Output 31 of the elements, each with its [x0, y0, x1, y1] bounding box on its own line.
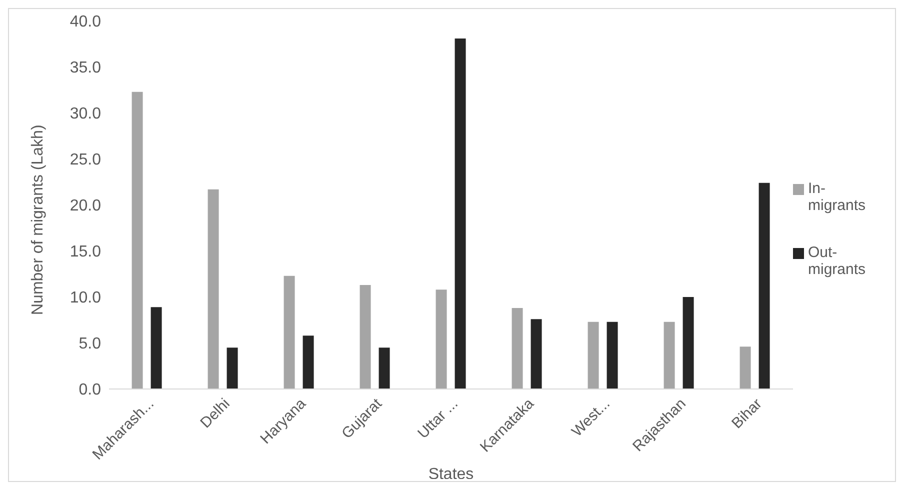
- bar: [588, 322, 599, 389]
- bar: [664, 322, 675, 389]
- bar: [530, 319, 542, 389]
- y-tick-label: 15.0: [70, 244, 102, 261]
- y-tick-label: 20.0: [70, 198, 102, 215]
- bar: [360, 285, 371, 389]
- bar: [740, 346, 751, 389]
- bar: [512, 308, 523, 389]
- bar: [132, 92, 143, 389]
- y-tick-label: 5.0: [78, 336, 102, 353]
- y-tick-label: 25.0: [70, 152, 102, 169]
- bar: [436, 290, 447, 389]
- legend-label: In-migrants: [808, 180, 866, 214]
- y-tick-label: 10.0: [70, 290, 102, 307]
- bar: [284, 276, 295, 389]
- bar: [208, 189, 219, 389]
- bar: [302, 336, 314, 389]
- bar: [150, 307, 162, 389]
- legend-label: Out-migrants: [808, 244, 866, 278]
- bar: [378, 348, 390, 389]
- bar: [454, 38, 466, 389]
- y-axis-title: Number of migrants (Lakh): [30, 124, 47, 315]
- bar: [758, 182, 770, 389]
- x-axis-title: States: [428, 466, 474, 483]
- bar: [606, 322, 618, 389]
- y-tick-label: 30.0: [70, 106, 102, 123]
- bar: [682, 297, 694, 389]
- y-tick-label: 35.0: [70, 60, 102, 77]
- y-tick-label: 40.0: [70, 14, 102, 31]
- y-tick-label: 0.0: [78, 382, 102, 399]
- bar: [226, 348, 238, 389]
